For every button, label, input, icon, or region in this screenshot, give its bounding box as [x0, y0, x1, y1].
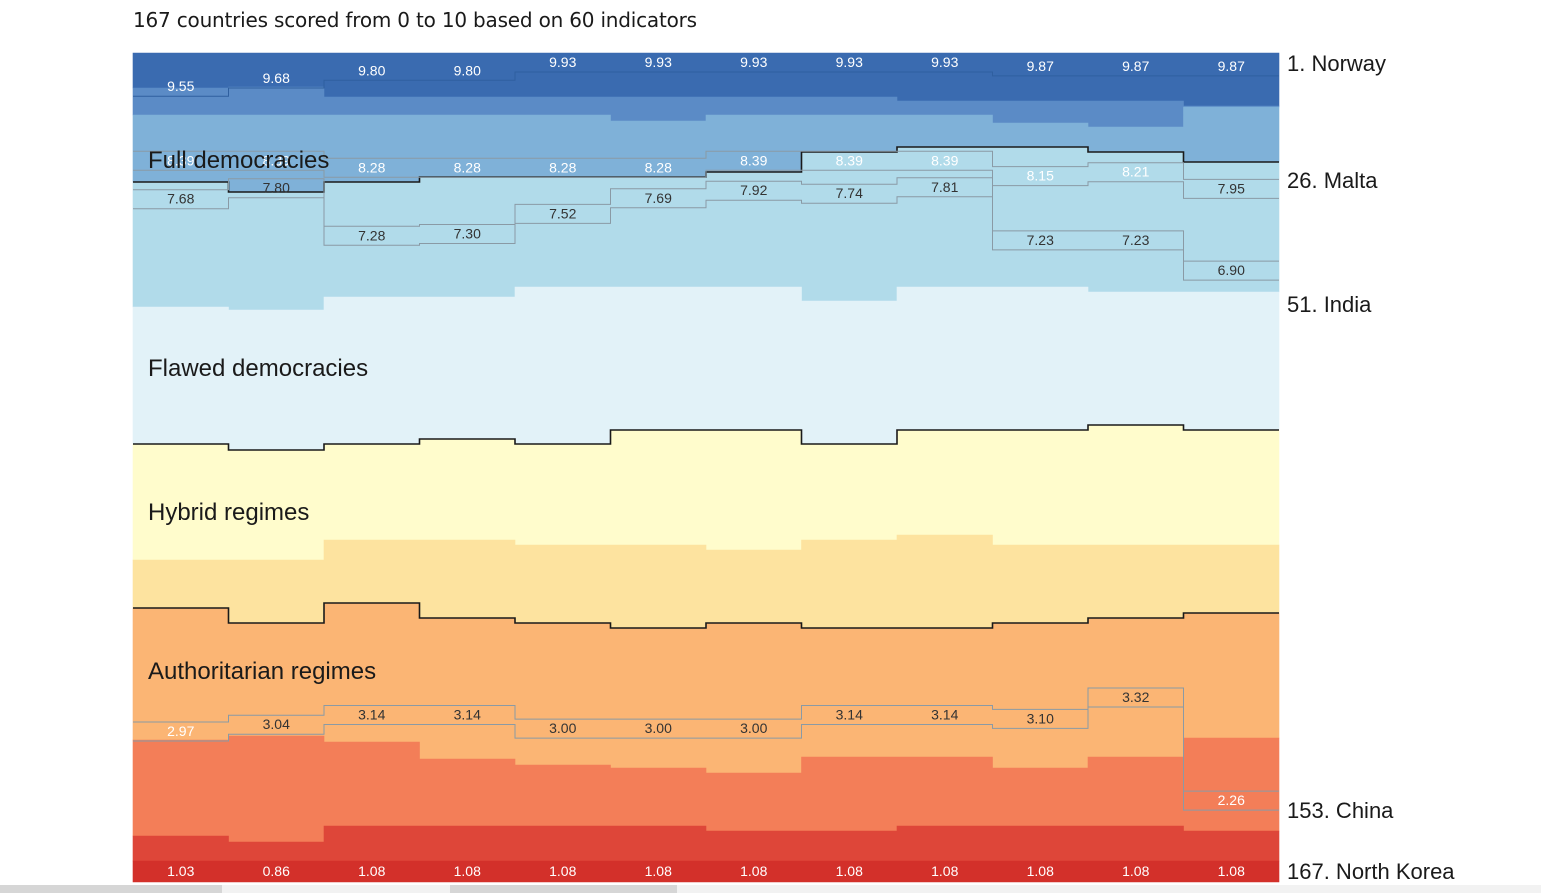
- value-label: 9.87: [1218, 58, 1245, 74]
- value-label: 8.39: [740, 152, 767, 168]
- value-label: 7.30: [454, 225, 481, 241]
- value-label: 1.08: [931, 863, 958, 879]
- value-label: 6.90: [1218, 262, 1245, 278]
- value-label: 2.26: [1218, 792, 1245, 808]
- value-label: 3.14: [454, 707, 481, 723]
- country-labels: 1. Norway 26. Malta 51. India 153. China 167…: [1287, 51, 1455, 884]
- value-label: 9.93: [836, 54, 863, 70]
- value-label: 1.08: [645, 863, 672, 879]
- value-label: 8.39: [263, 152, 290, 168]
- series-line: [133, 71, 1279, 97]
- value-label: 3.04: [263, 716, 290, 732]
- value-label: 1.03: [167, 863, 194, 879]
- country-label: 167. North Korea: [1287, 859, 1455, 884]
- value-label: 3.00: [740, 720, 767, 736]
- value-label: 9.93: [931, 54, 958, 70]
- country-label: 153. China: [1287, 798, 1394, 823]
- value-label: 8.15: [1027, 168, 1054, 184]
- value-label: 3.10: [1027, 710, 1054, 726]
- value-label: 3.00: [645, 720, 672, 736]
- value-label: 8.39: [167, 152, 194, 168]
- value-label: 7.52: [549, 205, 576, 221]
- value-label: 9.68: [263, 70, 290, 86]
- value-label: 7.23: [1027, 232, 1054, 248]
- regime-labels: Full democracies Flawed democracies Hybrid…: [148, 147, 376, 685]
- value-label: 3.32: [1122, 689, 1149, 705]
- value-label: 8.28: [645, 159, 672, 175]
- regime-label: Authoritarian regimes: [148, 658, 376, 685]
- value-label: 3.14: [358, 707, 385, 723]
- country-label: 51. India: [1287, 292, 1372, 317]
- value-label: 7.80: [263, 180, 290, 196]
- series-line: [133, 687, 1279, 792]
- value-label: 1.08: [1218, 863, 1245, 879]
- value-label: 9.93: [549, 54, 576, 70]
- value-label: 7.28: [358, 227, 385, 243]
- chart-subtitle: 167 countries scored from 0 to 10 based …: [133, 8, 697, 32]
- value-label: 7.23: [1122, 232, 1149, 248]
- value-label: 1.08: [549, 863, 576, 879]
- value-label: 1.08: [358, 863, 385, 879]
- band-area: [132, 860, 1280, 883]
- value-label: 9.87: [1122, 58, 1149, 74]
- value-label: 2.97: [167, 723, 194, 739]
- value-label: 9.87: [1027, 58, 1054, 74]
- value-label: 7.74: [836, 185, 863, 201]
- regime-boundary-line: [133, 602, 1279, 629]
- value-label: 9.55: [167, 78, 194, 94]
- value-label: 8.28: [549, 159, 576, 175]
- value-label: 1.08: [740, 863, 767, 879]
- value-label: 9.93: [645, 54, 672, 70]
- series-line: [133, 706, 1279, 811]
- regime-label: Full democracies: [148, 147, 329, 174]
- series-line: [133, 169, 1279, 199]
- value-label: 8.21: [1122, 164, 1149, 180]
- scrollbar-track[interactable]: [0, 885, 1541, 893]
- value-label: 3.14: [836, 707, 863, 723]
- value-label: 3.14: [931, 707, 958, 723]
- band-layer: [132, 52, 1280, 883]
- value-label: 7.68: [167, 191, 194, 207]
- scrollbar-segment[interactable]: [0, 885, 222, 893]
- series-line: [133, 150, 1279, 180]
- scrollbar-segment[interactable]: [450, 885, 677, 893]
- value-label: 8.28: [454, 159, 481, 175]
- value-label: 1.08: [454, 863, 481, 879]
- value-label: 1.08: [836, 863, 863, 879]
- regime-label: Flawed democracies: [148, 355, 368, 382]
- value-label: 8.39: [931, 152, 958, 168]
- value-label: 7.81: [931, 179, 958, 195]
- country-label: 1. Norway: [1287, 51, 1386, 76]
- value-label: 3.00: [549, 720, 576, 736]
- country-label: 26. Malta: [1287, 168, 1378, 193]
- value-label: 8.28: [358, 159, 385, 175]
- series-line: [133, 196, 1279, 281]
- value-label: 7.69: [645, 190, 672, 206]
- value-label: 1.08: [1027, 863, 1054, 879]
- value-label: 9.80: [454, 62, 481, 78]
- regime-boundary-line: [133, 424, 1279, 451]
- value-labels: 9.55 9.68 9.80 9.80 9.93 9.93 9.93 9.93 9.93 9.87…: [167, 54, 1245, 879]
- value-label: 7.95: [1218, 180, 1245, 196]
- value-label: 0.86: [263, 863, 290, 879]
- series-line: [133, 177, 1279, 262]
- value-label: 1.08: [1122, 863, 1149, 879]
- series-lines: [133, 71, 1279, 811]
- value-label: 9.93: [740, 54, 767, 70]
- value-label: 7.92: [740, 182, 767, 198]
- regime-label: Hybrid regimes: [148, 499, 309, 526]
- value-label: 9.80: [358, 62, 385, 78]
- value-label: 8.39: [836, 152, 863, 168]
